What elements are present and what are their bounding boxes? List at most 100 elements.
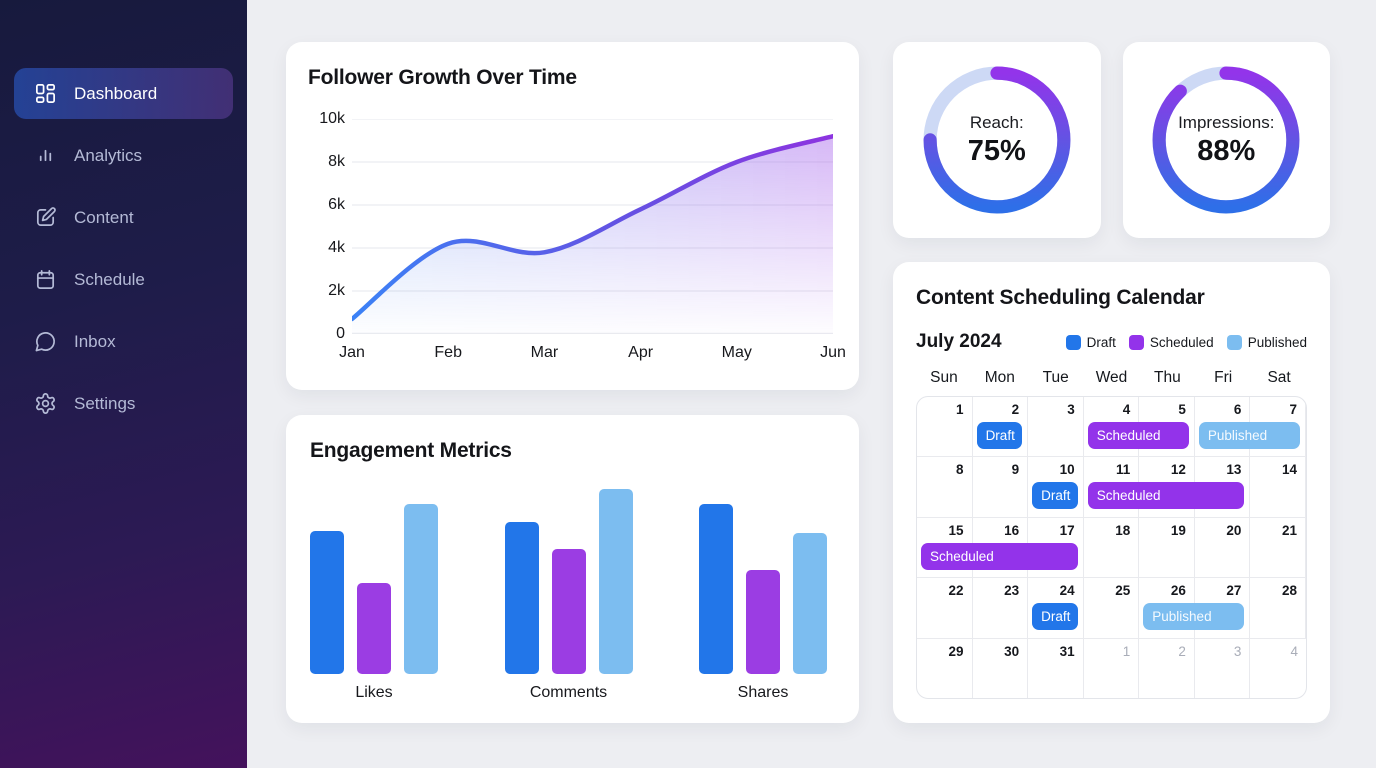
- calendar-grid: 1 2 3 4 5 6 7 Draft Scheduled Published 8 9 10 11 12 13…: [916, 396, 1307, 699]
- sidebar-item-dashboard[interactable]: Dashboard: [14, 68, 233, 119]
- legend-item-draft: Draft: [1065, 334, 1116, 350]
- calendar-day-cell: 18: [1084, 517, 1140, 578]
- sidebar-item-label: Content: [74, 207, 134, 227]
- inbox-icon: [33, 330, 57, 354]
- sidebar-item-inbox[interactable]: Inbox: [14, 316, 233, 367]
- weekday-label: Mon: [984, 369, 1015, 386]
- calendar-day-cell: 27: [1195, 578, 1251, 638]
- bar-group-label: Likes: [355, 684, 393, 701]
- bar-group-label: Shares: [737, 684, 789, 701]
- reach-donut: [923, 66, 1071, 214]
- follower-growth-card: Follower Growth Over Time 10k 8k 6k 4k 2k 0 J…: [286, 42, 859, 390]
- x-tick-label: Apr: [628, 344, 654, 361]
- calendar-legend: Draft Scheduled Published: [1065, 334, 1307, 350]
- calendar-event-draft[interactable]: Draft: [1032, 482, 1078, 510]
- reach-label: Reach:: [969, 112, 1024, 132]
- calendar-day-cell: 3: [1028, 397, 1084, 457]
- content-scheduling-card: Content Scheduling Calendar July 2024 Dr…: [893, 262, 1330, 723]
- bar-comments-blue: [504, 522, 539, 674]
- bar-group-label: Comments: [529, 684, 608, 701]
- schedule-icon: [33, 268, 57, 292]
- sidebar-item-label: Analytics: [74, 145, 143, 165]
- calendar-day-cell: 17: [1028, 517, 1084, 578]
- reach-text: Reach: 75%: [893, 113, 1101, 168]
- impressions-card: Impressions: 88%: [1122, 42, 1331, 238]
- y-tick-label: 0: [336, 325, 345, 342]
- x-tick-label: Mar: [530, 344, 559, 361]
- y-tick-label: 4k: [328, 239, 345, 256]
- sidebar-item-analytics[interactable]: Analytics: [14, 130, 233, 181]
- calendar-event-scheduled[interactable]: Scheduled: [1087, 482, 1245, 510]
- bar-likes-blue: [310, 531, 344, 674]
- calendar-day-cell: 20: [1195, 517, 1251, 578]
- calendar-day-cell: 5: [1139, 397, 1195, 457]
- follower-chart: 10k 8k 6k 4k 2k 0: [308, 110, 833, 342]
- calendar-month-row: July 2024 Draft Scheduled Published: [916, 331, 1307, 353]
- bar-likes-light-blue: [404, 504, 438, 674]
- y-tick-label: 2k: [328, 282, 345, 299]
- calendar-day-cell: 30: [973, 638, 1029, 698]
- sidebar-item-label: Schedule: [74, 269, 145, 289]
- sidebar: Dashboard Analytics Content Schedule Inbox Se…: [0, 0, 247, 768]
- follower-y-axis: 10k 8k 6k 4k 2k 0: [308, 110, 345, 342]
- calendar-weekday-header: Sun Mon Tue Wed Thu Fri Sat: [916, 369, 1307, 387]
- sidebar-item-content[interactable]: Content: [14, 192, 233, 243]
- legend-item-published: Published: [1226, 334, 1307, 350]
- gauge-row: Reach: 75% Imp: [893, 42, 1330, 238]
- y-tick-label: 8k: [328, 153, 345, 170]
- follower-x-axis: Jan Feb Mar Apr May Jun: [339, 344, 846, 366]
- engagement-chart: Likes Comments Shares: [310, 481, 827, 702]
- x-tick-label: Jan: [339, 344, 365, 361]
- calendar-event-draft[interactable]: Draft: [1032, 603, 1078, 631]
- calendar-event-scheduled[interactable]: Scheduled: [921, 542, 1078, 570]
- calendar-day-cell: 14: [1250, 457, 1306, 517]
- sidebar-item-schedule[interactable]: Schedule: [14, 254, 233, 305]
- legend-label: Published: [1247, 334, 1307, 350]
- weekday-label: Fri: [1214, 369, 1233, 386]
- calendar-day-cell: 1: [917, 397, 973, 457]
- legend-label: Draft: [1086, 334, 1116, 350]
- impressions-text: Impressions: 88%: [1123, 113, 1331, 168]
- settings-icon: [33, 392, 57, 416]
- weekday-label: Sun: [930, 369, 958, 386]
- bar-group-likes: Likes: [310, 481, 438, 702]
- reach-card: Reach: 75%: [893, 42, 1101, 238]
- calendar-day-cell: 21: [1250, 517, 1306, 578]
- sidebar-nav: Dashboard Analytics Content Schedule Inbox Se…: [14, 68, 233, 429]
- bar-shares-blue: [699, 504, 733, 674]
- calendar-day-cell: 24: [1028, 578, 1084, 638]
- follower-plot: [352, 119, 833, 334]
- bar-likes-purple: [357, 583, 391, 674]
- x-tick-label: Jun: [820, 344, 846, 361]
- sidebar-item-settings[interactable]: Settings: [14, 378, 233, 429]
- weekday-label: Sat: [1267, 369, 1291, 386]
- bar-group-comments: Comments: [504, 481, 633, 702]
- calendar-day-cell: 2: [973, 397, 1029, 457]
- calendar-week-row: 29 30 31 1 2 3 4: [917, 638, 1306, 698]
- y-tick-label: 6k: [328, 196, 345, 213]
- bar-shares-light-blue: [793, 533, 827, 674]
- legend-swatch: [1065, 334, 1081, 350]
- calendar-week-row: 15 16 17 18 19 20 21 Scheduled: [917, 517, 1306, 579]
- calendar-week-row: 1 2 3 4 5 6 7 Draft Scheduled Published: [917, 397, 1306, 458]
- x-tick-label: May: [721, 344, 752, 361]
- calendar-day-cell: 1: [1084, 638, 1140, 698]
- calendar-event-published[interactable]: Published: [1143, 603, 1245, 631]
- analytics-icon: [33, 144, 57, 168]
- calendar-day-cell: 23: [973, 578, 1029, 638]
- legend-swatch: [1128, 334, 1144, 350]
- sidebar-item-label: Dashboard: [74, 83, 158, 103]
- bar-shares-purple: [746, 570, 780, 674]
- calendar-event-scheduled[interactable]: Scheduled: [1087, 422, 1189, 449]
- calendar-day-cell: 25: [1084, 578, 1140, 638]
- calendar-day-cell: 3: [1195, 638, 1251, 698]
- calendar-week-row: 22 23 24 25 26 27 28 Draft Published: [917, 578, 1306, 639]
- calendar-event-published[interactable]: Published: [1198, 422, 1300, 449]
- x-tick-label: Feb: [434, 344, 462, 361]
- calendar-day-cell: 9: [973, 457, 1029, 517]
- legend-label: Scheduled: [1149, 334, 1214, 350]
- calendar-day-cell: 10: [1028, 457, 1084, 517]
- calendar-event-draft[interactable]: Draft: [976, 422, 1023, 449]
- calendar-day-cell: 8: [917, 457, 973, 517]
- reach-value: 75%: [967, 134, 1026, 167]
